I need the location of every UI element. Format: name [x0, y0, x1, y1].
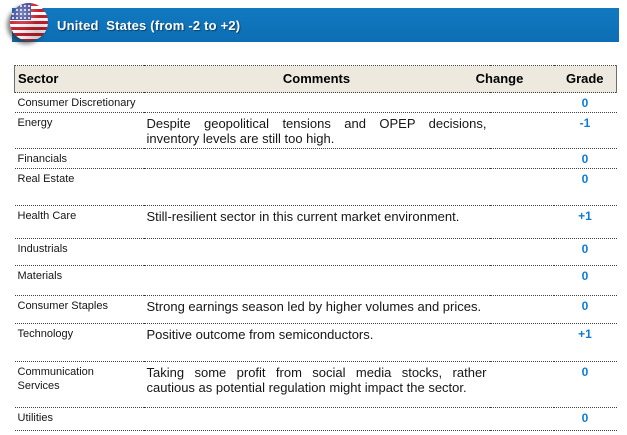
comment-cell	[143, 238, 490, 266]
grade-cell: 0	[553, 238, 617, 266]
comment-cell: Still-resilient sector in this current m…	[143, 205, 490, 239]
banner-title: United States (from -2 to +2)	[57, 17, 241, 33]
grade-cell: +1	[553, 205, 617, 239]
table-row: Materials 0	[14, 265, 617, 296]
table-row: Communication Services Taking some profi…	[14, 361, 617, 408]
table-row: Consumer Discretionary 0	[14, 92, 617, 113]
sector-cell: Health Care	[14, 205, 144, 239]
us-flag-icon	[10, 3, 48, 41]
header-change-label: Change	[475, 71, 524, 86]
table-row: Health Care Still-resilient sector in th…	[14, 205, 617, 239]
sector-cell: Consumer Staples	[14, 295, 144, 324]
comment-cell	[143, 148, 490, 169]
grade-cell: 0	[553, 361, 617, 408]
change-cell	[489, 92, 554, 113]
grade-cell: 0	[553, 295, 617, 324]
grade-cell: 0	[553, 168, 617, 206]
comment-cell: Positive outcome from semiconductors.	[143, 323, 490, 362]
table-row: Utilities 0	[14, 407, 617, 431]
sector-grades-table: Sector Comments Change Grade Consumer Di…	[14, 65, 617, 431]
header-grade: Grade	[553, 65, 617, 93]
change-cell	[489, 238, 554, 266]
grade-cell: 0	[553, 148, 617, 169]
comment-cell	[143, 407, 490, 431]
table-row: Energy Despite geopolitical tensions and…	[14, 112, 617, 149]
sector-cell: Technology	[14, 323, 144, 362]
change-cell	[489, 265, 554, 296]
grade-cell: 0	[553, 265, 617, 296]
table-row: Industrials 0	[14, 238, 617, 266]
table-row: Financials 0	[14, 148, 617, 169]
grade-cell: 0	[553, 407, 617, 431]
header-comments: Comments	[143, 65, 490, 93]
grade-cell: +1	[553, 323, 617, 362]
change-cell	[489, 407, 554, 431]
sector-cell: Materials	[14, 265, 144, 296]
table-header-row: Sector Comments Change Grade	[14, 65, 617, 93]
flag-gloss	[10, 3, 48, 41]
change-cell	[489, 361, 554, 408]
header-sector: Sector	[14, 65, 144, 93]
header-change: Change	[476, 65, 554, 93]
comment-cell	[143, 168, 490, 206]
sector-cell: Real Estate	[14, 168, 144, 206]
grade-cell: -1	[553, 112, 617, 149]
sector-cell: Industrials	[14, 238, 144, 266]
table-row: Technology Positive outcome from semicon…	[14, 323, 617, 362]
sector-cell: Consumer Discretionary	[14, 92, 144, 113]
change-cell	[489, 205, 554, 239]
sector-cell: Utilities	[14, 407, 144, 431]
comment-cell: Strong earnings season led by higher vol…	[143, 295, 490, 324]
table-row: Consumer Staples Strong earnings season …	[14, 295, 617, 324]
comment-cell	[143, 265, 490, 296]
flag-canton	[10, 3, 31, 20]
sector-cell: Communication Services	[14, 361, 144, 408]
table-row: Real Estate 0	[14, 168, 617, 206]
grade-cell: 0	[553, 92, 617, 113]
change-cell	[489, 168, 554, 206]
sector-cell: Financials	[14, 148, 144, 169]
change-cell	[489, 112, 554, 149]
sector-cell: Energy	[14, 112, 144, 149]
country-banner: United States (from -2 to +2)	[12, 8, 619, 42]
comment-cell	[143, 92, 490, 113]
comment-cell: Despite geopolitical tensions and OPEP d…	[143, 112, 490, 149]
change-cell	[489, 323, 554, 362]
comment-cell: Taking some profit from social media sto…	[143, 361, 490, 408]
change-cell	[489, 148, 554, 169]
change-cell	[489, 295, 554, 324]
